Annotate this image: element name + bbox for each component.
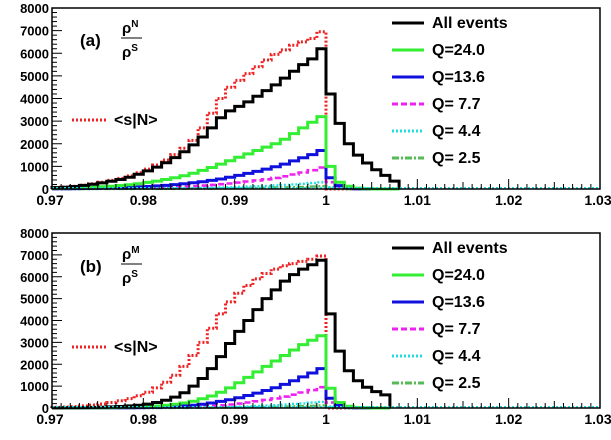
svg-text:ρS: ρS <box>122 43 138 61</box>
x-tick-label-a-5: 1.02 <box>495 192 522 208</box>
y-tick-label-a-3: 3000 <box>20 114 49 129</box>
y-tick-label-b-0: 0 <box>42 401 49 416</box>
y-tick-label-b-7: 7000 <box>20 248 49 263</box>
ratio-label-b: ρM ρS <box>121 245 142 287</box>
legend-label-q2-5-b: Q= 2.5 <box>432 375 481 392</box>
y-tick-label-b-2: 2000 <box>20 357 49 372</box>
x-tick-label-a-2: 0.99 <box>221 192 248 208</box>
x-tick-label-a-0: 0.97 <box>36 192 63 208</box>
legend-b: All events Q=24.0 Q=13.6 Q= 7.7 Q= 4.4 Q= 2.5… <box>72 240 508 392</box>
ratio-num-b: ρ <box>122 246 131 263</box>
y-tick-label-a-1: 1000 <box>20 159 49 174</box>
x-tick-label-a-1: 0.98 <box>130 192 157 208</box>
ratio-den-a: ρ <box>122 44 131 61</box>
panel-label-b: (b) <box>80 257 102 276</box>
ratio-num-a: ρ <box>122 20 131 37</box>
ratio-den-sup-a: S <box>131 43 138 54</box>
legend-label-sN-b: <s|N> <box>114 339 158 356</box>
series-all-events-b <box>50 258 392 410</box>
y-tick-label-a-8: 8000 <box>20 1 49 16</box>
legend-label-all-events-a: All events <box>432 15 508 32</box>
ticks-layer-b: 0 1000 2000 3000 4000 5000 6000 7000 8000 0.97 0.9… <box>20 226 611 427</box>
svg-text:ρS: ρS <box>122 269 138 287</box>
y-tick-label-a-0: 0 <box>42 182 49 197</box>
series-q7-7-a <box>50 166 400 191</box>
x-tick-label-b-1: 0.98 <box>130 411 157 427</box>
svg-text:ρN: ρN <box>122 19 139 37</box>
y-tick-label-b-4: 4000 <box>20 314 49 329</box>
y-tick-label-b-6: 6000 <box>20 270 49 285</box>
legend-label-q7-7-b: Q= 7.7 <box>432 321 481 338</box>
legend-label-q13-6-b: Q=13.6 <box>432 294 485 311</box>
ratio-label-a: ρN ρS <box>121 19 142 61</box>
y-tick-label-a-6: 6000 <box>20 46 49 61</box>
series-sN-b <box>50 254 390 410</box>
ratio-den-sup-b: S <box>131 269 138 280</box>
y-tick-label-a-2: 2000 <box>20 137 49 152</box>
legend-label-q4-4-a: Q= 4.4 <box>432 123 481 140</box>
y-tick-label-a-7: 7000 <box>20 24 49 39</box>
legend-label-q7-7-a: Q= 7.7 <box>432 96 481 113</box>
legend-label-sN-a: <s|N> <box>114 112 158 129</box>
series-all-events-a <box>50 47 401 190</box>
panel-label-a: (a) <box>80 31 101 50</box>
x-tick-label-b-2: 0.99 <box>221 411 248 427</box>
legend-label-q24-a: Q=24.0 <box>432 42 485 59</box>
legend-a: All events Q=24.0 Q=13.6 Q= 7.7 Q= 4.4 Q= 2.5… <box>72 15 508 167</box>
series-q24-b <box>52 334 390 410</box>
ratio-den-b: ρ <box>122 270 131 287</box>
panel-a: 0 1000 2000 3000 4000 5000 6000 7000 8000 0.97 0.9… <box>20 1 611 208</box>
x-tick-label-b-6: 1.03 <box>584 411 611 427</box>
x-tick-label-b-0: 0.97 <box>36 411 63 427</box>
y-tick-label-b-5: 5000 <box>20 292 49 307</box>
legend-label-all-events-b: All events <box>432 240 508 257</box>
x-tick-label-b-3: 1 <box>322 411 330 427</box>
y-tick-label-a-4: 4000 <box>20 92 49 107</box>
ratio-num-sup-b: M <box>131 245 139 256</box>
x-tick-label-a-6: 1.03 <box>584 192 611 208</box>
histogram-layer-a <box>50 30 600 191</box>
x-tick-label-b-4: 1.01 <box>404 411 431 427</box>
legend-label-q24-b: Q=24.0 <box>432 267 485 284</box>
ticks-layer-a: 0 1000 2000 3000 4000 5000 6000 7000 8000 0.97 0.9… <box>20 1 611 208</box>
x-tick-label-a-4: 1.01 <box>404 192 431 208</box>
legend-label-q4-4-b: Q= 4.4 <box>432 348 481 365</box>
x-tick-label-b-5: 1.02 <box>495 411 522 427</box>
legend-label-q2-5-a: Q= 2.5 <box>432 150 481 167</box>
y-tick-label-a-5: 5000 <box>20 69 49 84</box>
ratio-num-sup-a: N <box>131 19 138 30</box>
legend-label-q13-6-a: Q=13.6 <box>432 69 485 86</box>
svg-text:ρM: ρM <box>122 245 140 263</box>
y-tick-label-b-1: 1000 <box>20 379 49 394</box>
panel-b: 0 1000 2000 3000 4000 5000 6000 7000 8000 0.97 0.9… <box>20 226 611 427</box>
y-tick-label-b-8: 8000 <box>20 226 49 241</box>
y-tick-label-b-3: 3000 <box>20 335 49 350</box>
x-tick-label-a-3: 1 <box>322 192 330 208</box>
